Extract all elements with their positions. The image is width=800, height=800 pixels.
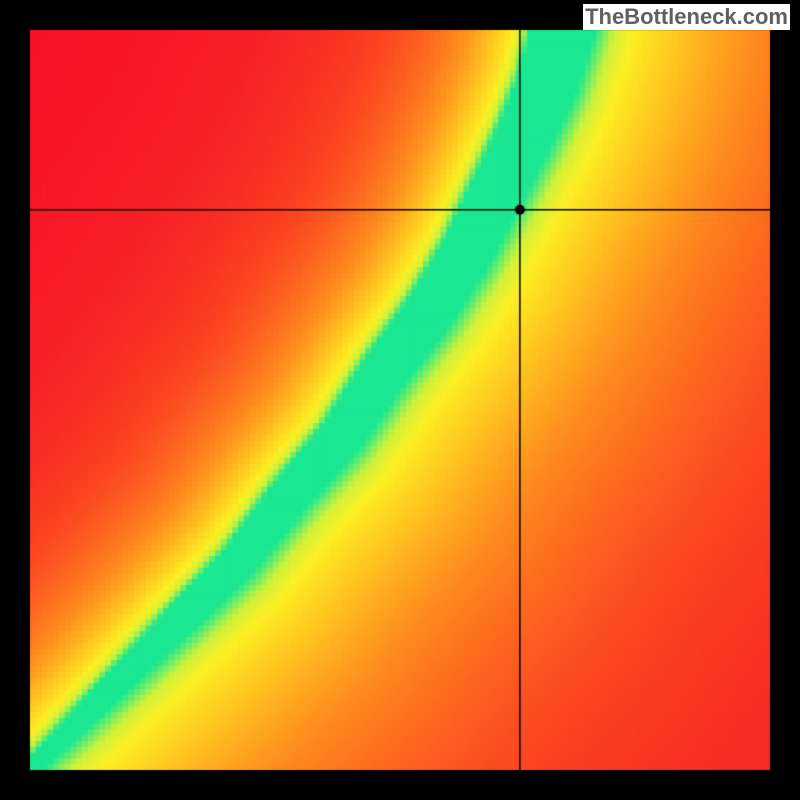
watermark-text: TheBottleneck.com: [583, 4, 790, 30]
bottleneck-heatmap: [0, 0, 800, 800]
